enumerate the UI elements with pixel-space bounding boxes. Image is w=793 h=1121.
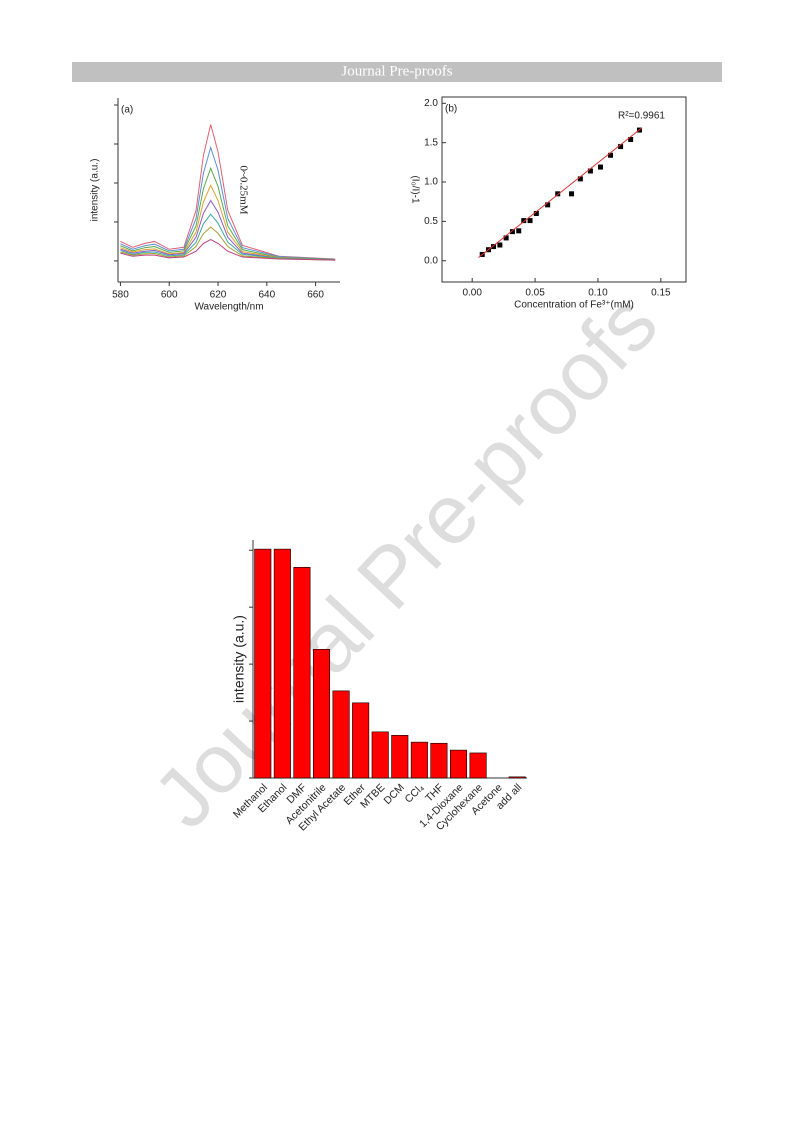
- bar: [508, 776, 526, 779]
- y-tick-label: 0.5: [424, 216, 438, 227]
- bar: [254, 548, 272, 779]
- fit-line: [478, 127, 643, 258]
- spectrum-line: [120, 124, 336, 260]
- data-point: [527, 218, 533, 224]
- data-point: [587, 168, 593, 174]
- x-axis-label: Concentration of Fe³⁺(mM): [514, 300, 634, 311]
- y-tick-label: 1.5: [424, 137, 438, 148]
- bar: [293, 567, 311, 779]
- y-axis-label: intensity (a.u.): [231, 615, 247, 703]
- spectrum-line: [120, 184, 336, 261]
- data-point: [521, 218, 527, 224]
- bar: [273, 548, 291, 779]
- bar: [430, 742, 448, 779]
- spectrum-line: [120, 226, 336, 261]
- data-point: [597, 164, 603, 170]
- bar: [352, 702, 370, 779]
- annotation: 0~0.25mM: [237, 165, 249, 214]
- x-tick-label: 640: [258, 290, 275, 301]
- bar: [449, 749, 468, 779]
- x-tick-label: 0.15: [651, 288, 671, 299]
- x-tick-label: 0.10: [588, 288, 608, 299]
- data-point: [533, 211, 539, 217]
- data-point: [628, 137, 634, 143]
- x-tick-label: 620: [210, 290, 227, 301]
- y-tick-label: 2.0: [424, 98, 438, 109]
- spectrum-line: [120, 166, 336, 260]
- data-point: [608, 152, 614, 158]
- spectrum-line: [120, 238, 336, 261]
- header-bar: [72, 62, 722, 82]
- data-point: [509, 229, 515, 235]
- annotation: R²=0.9961: [618, 111, 665, 122]
- bar: [391, 734, 409, 779]
- header-title: Journal Pre-proofs: [341, 63, 452, 79]
- spectrum-line: [120, 213, 336, 261]
- data-point: [503, 235, 509, 241]
- bar: [410, 741, 428, 779]
- y-axis-label: intensity (a.u.): [90, 159, 101, 222]
- data-point: [577, 176, 583, 182]
- x-tick-label: 580: [112, 290, 129, 301]
- data-point: [545, 202, 551, 208]
- plot-frame: [441, 96, 687, 283]
- data-point: [618, 144, 624, 150]
- y-tick-label: 0.0: [424, 255, 438, 266]
- bar: [332, 690, 350, 779]
- y-tick-label: 1.0: [424, 177, 438, 188]
- panel-label: (a): [121, 105, 133, 116]
- x-tick-label: DCM: [381, 782, 406, 807]
- x-tick-label: 600: [161, 290, 178, 301]
- data-point: [497, 242, 503, 248]
- data-point: [569, 191, 575, 197]
- x-tick-label: 0.05: [525, 288, 545, 299]
- x-tick-label: 660: [307, 290, 324, 301]
- y-axis-label: (I₀/I)-1: [409, 175, 420, 203]
- bar: [312, 649, 331, 779]
- data-point: [516, 228, 522, 234]
- data-point: [555, 191, 561, 197]
- bar: [371, 731, 389, 779]
- spectrum-line: [120, 145, 336, 260]
- x-axis-label: Wavelength/nm: [194, 302, 263, 313]
- x-tick-label: 0.00: [462, 288, 482, 299]
- data-point: [491, 244, 497, 250]
- bar: [469, 752, 487, 779]
- spectrum-line: [120, 199, 336, 261]
- x-tick-label: CCl₄: [403, 782, 427, 806]
- panel-label: (b): [445, 104, 457, 115]
